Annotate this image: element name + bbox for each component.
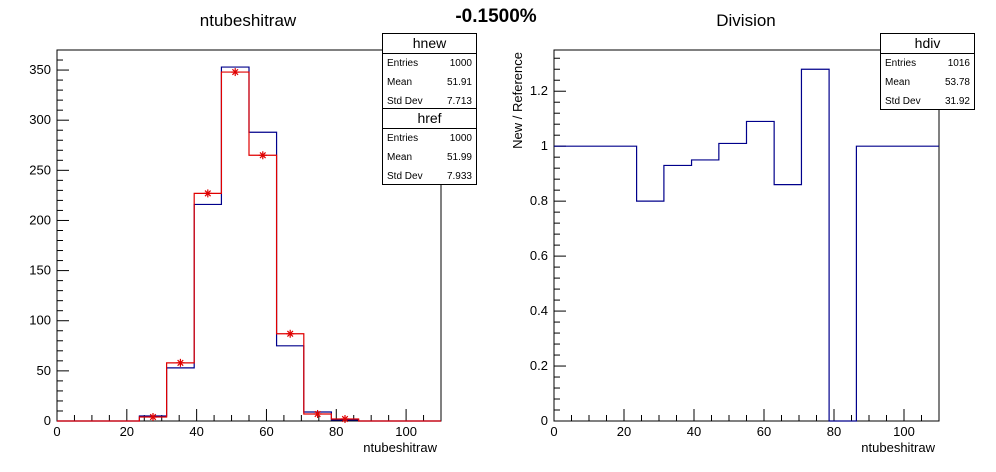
stats-label: Entries (387, 133, 419, 144)
y-tick-label: 0.4 (530, 303, 548, 318)
stats-label: Entries (885, 58, 917, 69)
stats-row: Mean 51.91 (383, 73, 476, 92)
y-tick-label: 0.6 (530, 248, 548, 263)
stats-row: Entries 1000 (383, 54, 476, 73)
y-tick-label: 150 (29, 263, 51, 278)
stats-label: Entries (387, 58, 419, 69)
stats-box-title: hdiv (881, 34, 974, 54)
stats-box-hnew: hnew Entries 1000 Mean 51.91 Std Dev 7.7… (382, 33, 477, 110)
stats-value: 1000 (449, 133, 472, 144)
page-title: -0.1500% (455, 6, 537, 27)
stats-row: Std Dev 31.92 (881, 92, 974, 111)
stats-value: 7.933 (446, 171, 472, 182)
left-pad-title: ntubeshitraw (199, 11, 297, 30)
y-axis-title: New / Reference (510, 52, 525, 149)
marker-stroke (341, 415, 349, 423)
stats-label: Mean (387, 77, 413, 88)
x-tick-label: 100 (395, 424, 417, 439)
stats-row: Std Dev 7.933 (383, 167, 476, 186)
x-tick-label: 20 (617, 424, 631, 439)
y-tick-label: 0 (541, 413, 548, 428)
left-plot-area: 0 20 40 60 80 100 0 50 100 150 200 250 300 350 ntubesh… (29, 49, 442, 455)
y-tick-label: 200 (29, 212, 51, 227)
stats-row: Mean 53.78 (881, 73, 974, 92)
marker-stroke (259, 152, 267, 159)
stats-row: Std Dev 7.713 (383, 92, 476, 111)
stats-value: 51.91 (446, 77, 472, 88)
marker-stroke (149, 413, 157, 421)
stats-label: Std Dev (885, 96, 921, 107)
stats-label: Mean (387, 152, 413, 163)
right-pad-title: Division (716, 11, 776, 30)
y-tick-label: 350 (29, 62, 51, 77)
stats-row: Entries 1016 (881, 54, 974, 73)
x-tick-label: 40 (189, 424, 203, 439)
stats-value: 7.713 (446, 96, 472, 107)
y-tick-label: 100 (29, 313, 51, 328)
stats-value: 31.92 (944, 96, 970, 107)
series-href-marker (149, 412, 157, 421)
y-tick-label: 0 (44, 413, 51, 428)
stats-row: Entries 1000 (383, 129, 476, 148)
series-href-marker (231, 68, 240, 77)
marker-stroke (314, 410, 321, 418)
series-href-marker (258, 151, 267, 160)
stats-value: 53.78 (944, 77, 970, 88)
x-tick-label: 0 (550, 424, 557, 439)
series-href-marker (313, 409, 322, 418)
stats-value: 1000 (449, 58, 472, 69)
stats-box-href: href Entries 1000 Mean 51.99 Std Dev 7.9… (382, 108, 477, 185)
stats-value: 1016 (947, 58, 970, 69)
x-tick-label: 60 (259, 424, 273, 439)
stats-label: Std Dev (387, 171, 423, 182)
x-tick-label: 60 (757, 424, 771, 439)
stats-value: 51.99 (446, 152, 472, 163)
series-hdiv-line (554, 68, 939, 422)
stats-box-title: href (383, 109, 476, 129)
series-href-marker (203, 189, 212, 198)
x-tick-label: 100 (893, 424, 915, 439)
series-href-marker (341, 414, 349, 423)
stats-label: Mean (885, 77, 911, 88)
y-tick-label: 300 (29, 112, 51, 127)
x-tick-label: 0 (53, 424, 60, 439)
marker-stroke (204, 190, 212, 197)
marker-stroke (231, 68, 239, 76)
stats-row: Mean 51.99 (383, 148, 476, 167)
series-href-marker (286, 329, 295, 338)
y-tick-label: 50 (37, 363, 51, 378)
series-href-line (57, 71, 441, 422)
right-plot-area: 0 20 40 60 80 100 0 0.2 0.4 0.6 0.8 1 1.2 ntubeshitra… (510, 49, 940, 455)
x-tick-label: 80 (329, 424, 343, 439)
stats-label: Std Dev (387, 96, 423, 107)
series-href-marker (176, 358, 185, 367)
y-tick-label: 1 (541, 138, 548, 153)
x-tick-label: 40 (687, 424, 701, 439)
y-tick-label: 0.2 (530, 358, 548, 373)
y-tick-label: 0.8 (530, 193, 548, 208)
x-tick-label: 80 (827, 424, 841, 439)
x-tick-label: 20 (120, 424, 134, 439)
x-axis-title: ntubeshitraw (363, 440, 437, 455)
stats-box-hdiv: hdiv Entries 1016 Mean 53.78 Std Dev 31.… (880, 33, 975, 110)
marker-stroke (286, 330, 294, 337)
stats-box-title: hnew (383, 34, 476, 54)
y-tick-label: 250 (29, 162, 51, 177)
marker-stroke (177, 359, 184, 367)
x-axis-title: ntubeshitraw (861, 440, 935, 455)
y-tick-label: 1.2 (530, 83, 548, 98)
